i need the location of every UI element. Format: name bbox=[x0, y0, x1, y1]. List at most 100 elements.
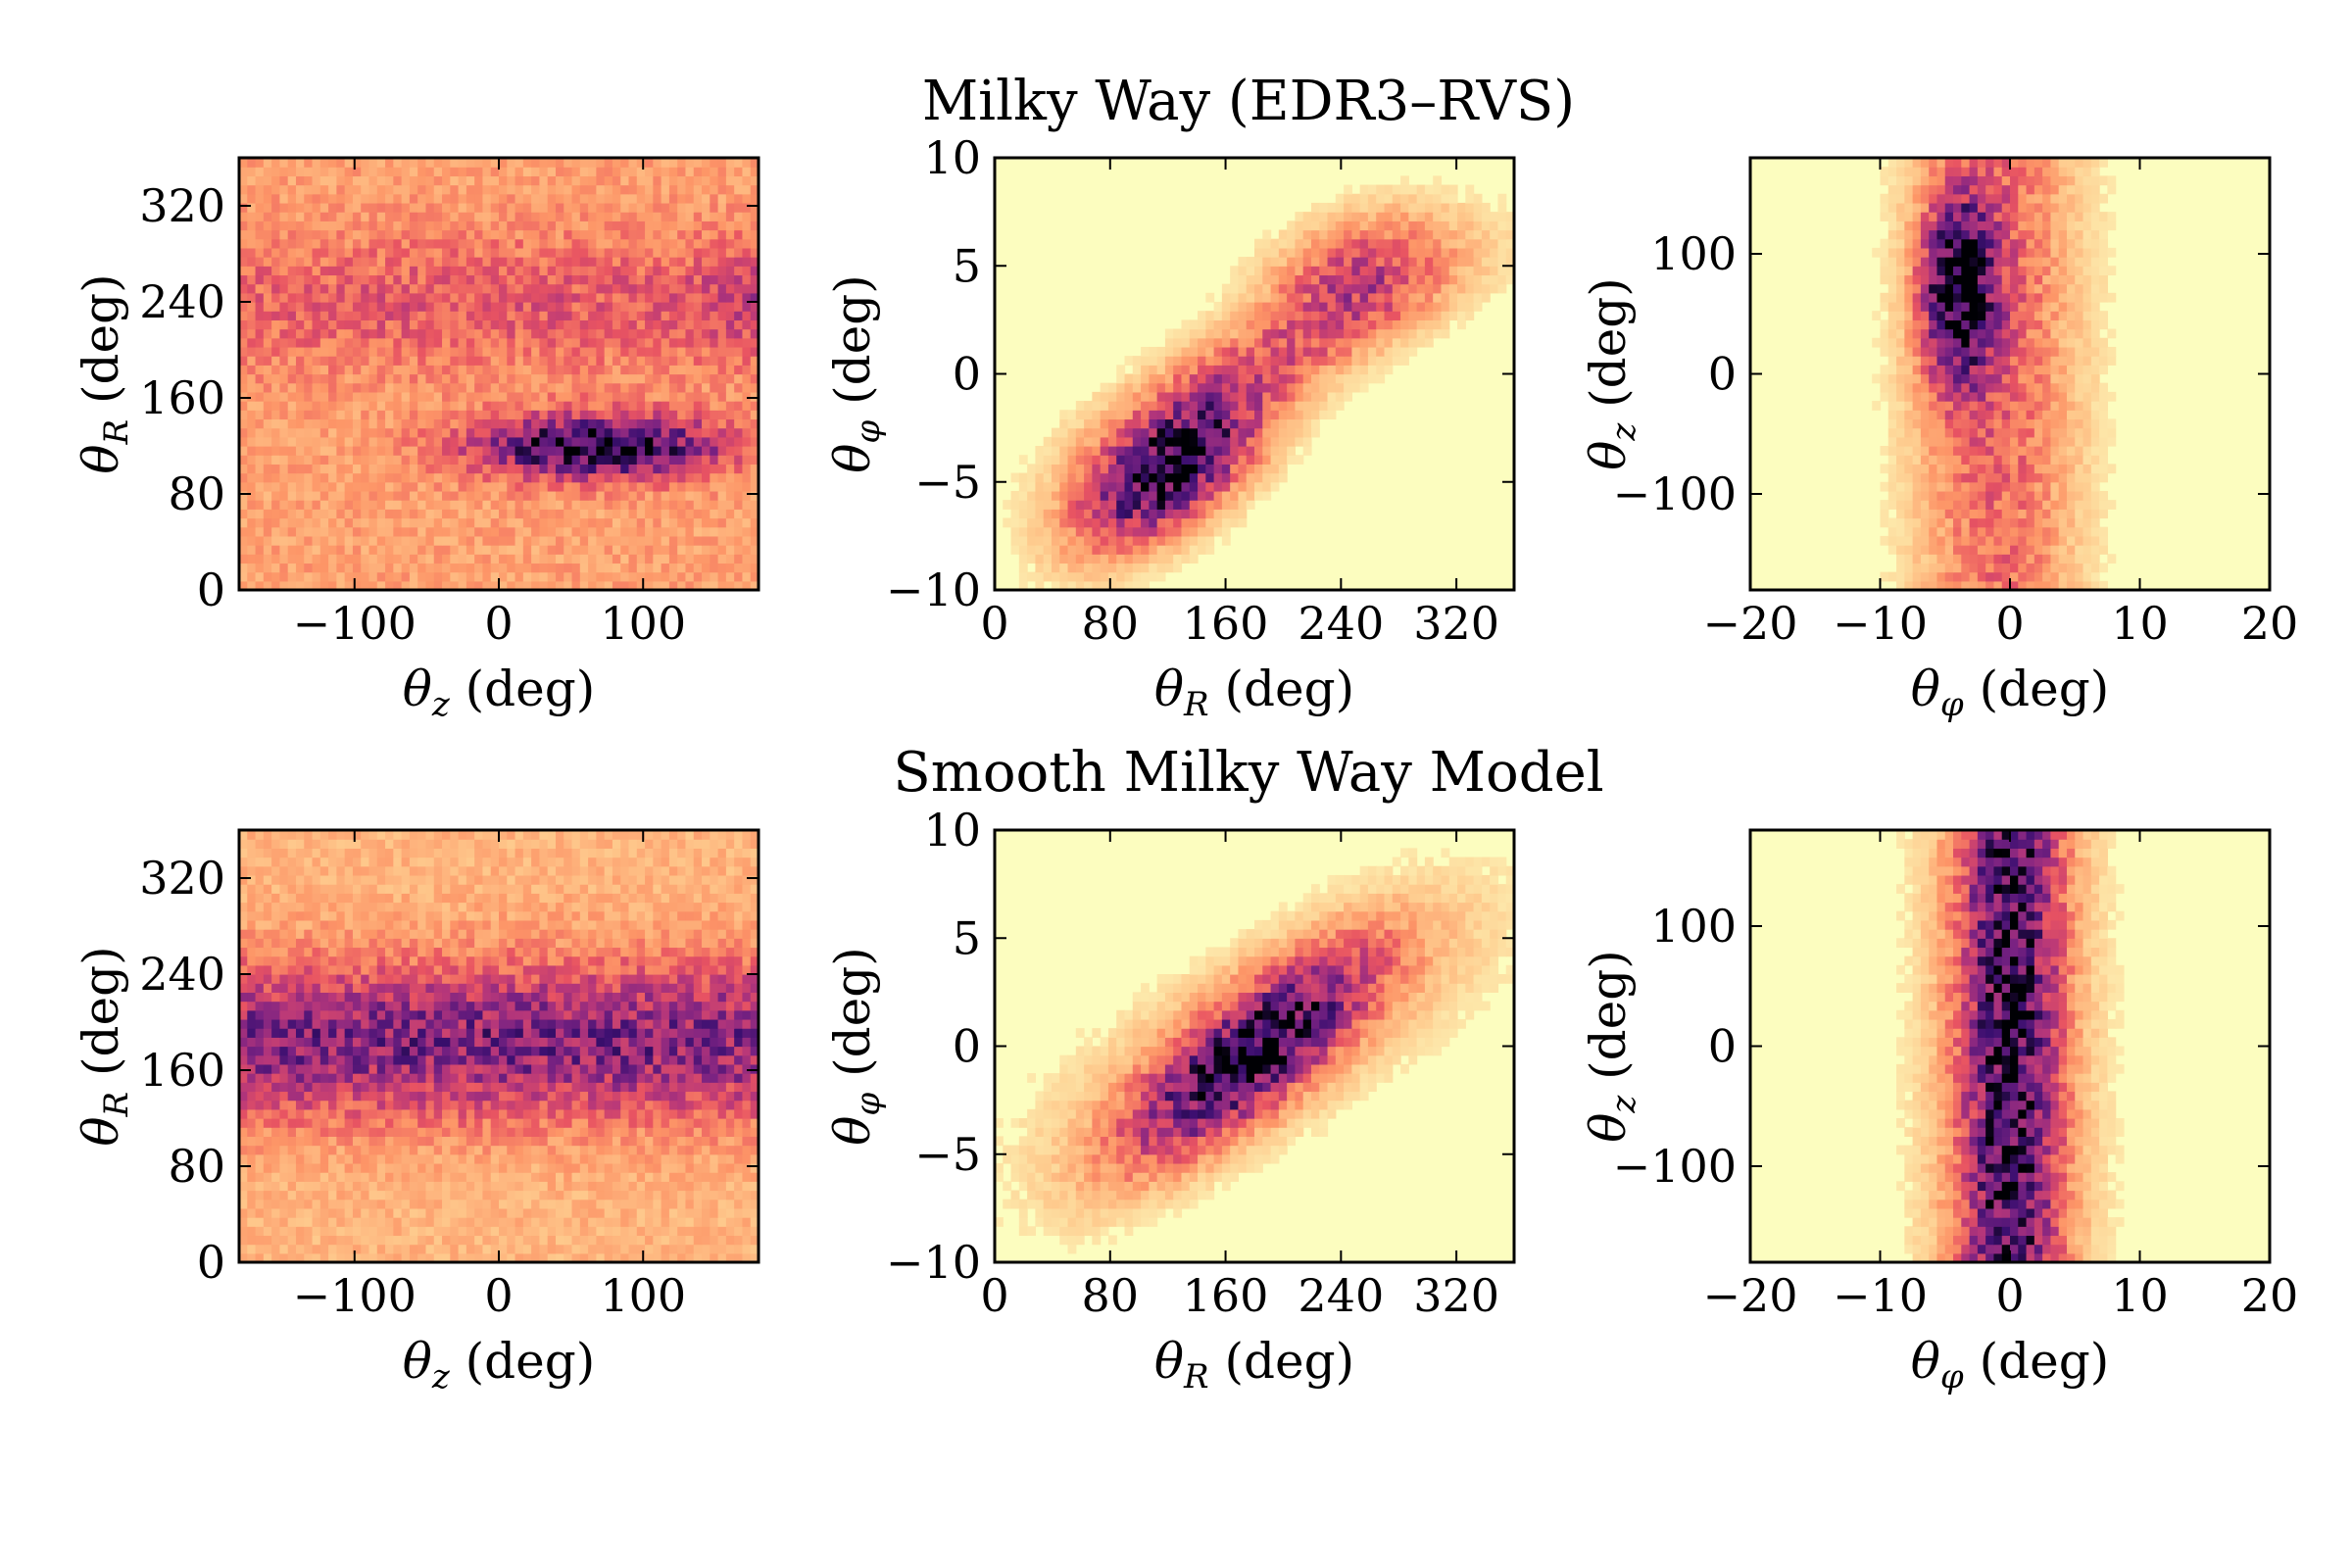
density-cell bbox=[499, 311, 508, 320]
density-cell bbox=[507, 490, 516, 501]
density-cell bbox=[499, 247, 508, 258]
density-cell bbox=[2099, 563, 2108, 573]
density-cell bbox=[1156, 356, 1166, 366]
density-cell bbox=[295, 517, 305, 528]
density-cell bbox=[1254, 356, 1263, 366]
density-cell bbox=[742, 274, 752, 285]
density-cell bbox=[514, 580, 524, 591]
density-cell bbox=[588, 526, 597, 537]
density-cell bbox=[352, 571, 362, 582]
density-cell bbox=[328, 184, 337, 195]
density-cell bbox=[734, 446, 744, 456]
density-cell bbox=[490, 401, 500, 411]
density-cell bbox=[1295, 373, 1304, 384]
density-cell bbox=[555, 337, 564, 348]
density-cell bbox=[2075, 517, 2084, 528]
density-cell bbox=[1205, 455, 1215, 465]
density-cell bbox=[1327, 238, 1337, 249]
density-cell bbox=[1100, 410, 1109, 420]
density-cell bbox=[279, 302, 289, 312]
density-cell bbox=[271, 571, 281, 582]
density-cell bbox=[352, 580, 362, 591]
density-cell bbox=[385, 563, 394, 573]
density-cell bbox=[677, 319, 687, 330]
density-cell bbox=[1376, 356, 1386, 366]
density-cell bbox=[344, 319, 354, 330]
density-cell bbox=[1278, 274, 1288, 285]
density-cell bbox=[710, 526, 719, 537]
density-cell bbox=[1287, 410, 1297, 420]
density-cell bbox=[1230, 266, 1240, 276]
density-cell bbox=[750, 274, 760, 285]
density-cell bbox=[1441, 328, 1450, 339]
density-cell bbox=[247, 238, 257, 249]
density-cell bbox=[1912, 517, 1922, 528]
density-cell bbox=[442, 229, 451, 240]
density-cell bbox=[1408, 328, 1418, 339]
density-cell bbox=[1920, 490, 1930, 501]
density-cell bbox=[1944, 571, 1954, 582]
density-cell bbox=[1344, 328, 1352, 339]
density-cell bbox=[499, 427, 508, 438]
density-cell bbox=[433, 554, 443, 564]
density-cell bbox=[295, 193, 305, 204]
density-cell bbox=[239, 410, 248, 420]
density-cell bbox=[693, 220, 703, 231]
density-cell bbox=[588, 401, 597, 411]
density-cell bbox=[279, 554, 289, 564]
density-cell bbox=[547, 455, 557, 465]
density-cell bbox=[319, 238, 329, 249]
density-cell bbox=[1400, 193, 1409, 204]
density-cell bbox=[1198, 526, 1206, 537]
density-cell bbox=[668, 509, 678, 519]
density-cell bbox=[742, 238, 752, 249]
density-cell bbox=[247, 202, 257, 213]
density-cell bbox=[645, 472, 654, 483]
density-cell bbox=[604, 356, 613, 366]
density-cell bbox=[717, 490, 727, 501]
density-cell bbox=[1302, 220, 1312, 231]
density-cell bbox=[1505, 274, 1515, 285]
density-cell bbox=[1904, 472, 1914, 483]
density-cell bbox=[547, 175, 557, 186]
density-cell bbox=[636, 337, 646, 348]
density-cell bbox=[628, 472, 638, 483]
density-cell bbox=[1302, 238, 1312, 249]
density-cell bbox=[717, 571, 727, 582]
density-cell bbox=[588, 257, 597, 267]
density-cell bbox=[717, 517, 727, 528]
density-cell bbox=[442, 328, 451, 339]
density-cell bbox=[1287, 283, 1297, 294]
density-cell bbox=[668, 220, 678, 231]
density-cell bbox=[717, 427, 727, 438]
density-cell bbox=[661, 328, 670, 339]
density-cell bbox=[425, 274, 435, 285]
density-cell bbox=[1262, 292, 1272, 303]
density-cell bbox=[482, 500, 492, 510]
density-cell bbox=[1084, 571, 1093, 582]
density-cell bbox=[1149, 373, 1158, 384]
density-cell bbox=[725, 526, 735, 537]
density-cell bbox=[304, 328, 314, 339]
density-cell bbox=[668, 346, 678, 357]
density-cell bbox=[474, 427, 484, 438]
density-cell bbox=[263, 554, 272, 564]
density-cell bbox=[1124, 401, 1134, 411]
density-cell bbox=[1246, 283, 1255, 294]
density-cell bbox=[499, 292, 508, 303]
density-cell bbox=[710, 545, 719, 555]
density-cell bbox=[1189, 517, 1199, 528]
density-cell bbox=[458, 401, 467, 411]
density-cell bbox=[1344, 337, 1352, 348]
density-cell bbox=[1075, 580, 1085, 591]
density-cell bbox=[344, 500, 354, 510]
density-cell bbox=[677, 464, 687, 474]
density-cell bbox=[1198, 436, 1206, 447]
density-cell bbox=[1295, 319, 1304, 330]
density-cell bbox=[1132, 535, 1142, 546]
density-cell bbox=[2090, 500, 2100, 510]
density-cell bbox=[482, 563, 492, 573]
density-cell bbox=[1505, 238, 1515, 249]
density-cell bbox=[1351, 319, 1361, 330]
density-cell bbox=[693, 238, 703, 249]
